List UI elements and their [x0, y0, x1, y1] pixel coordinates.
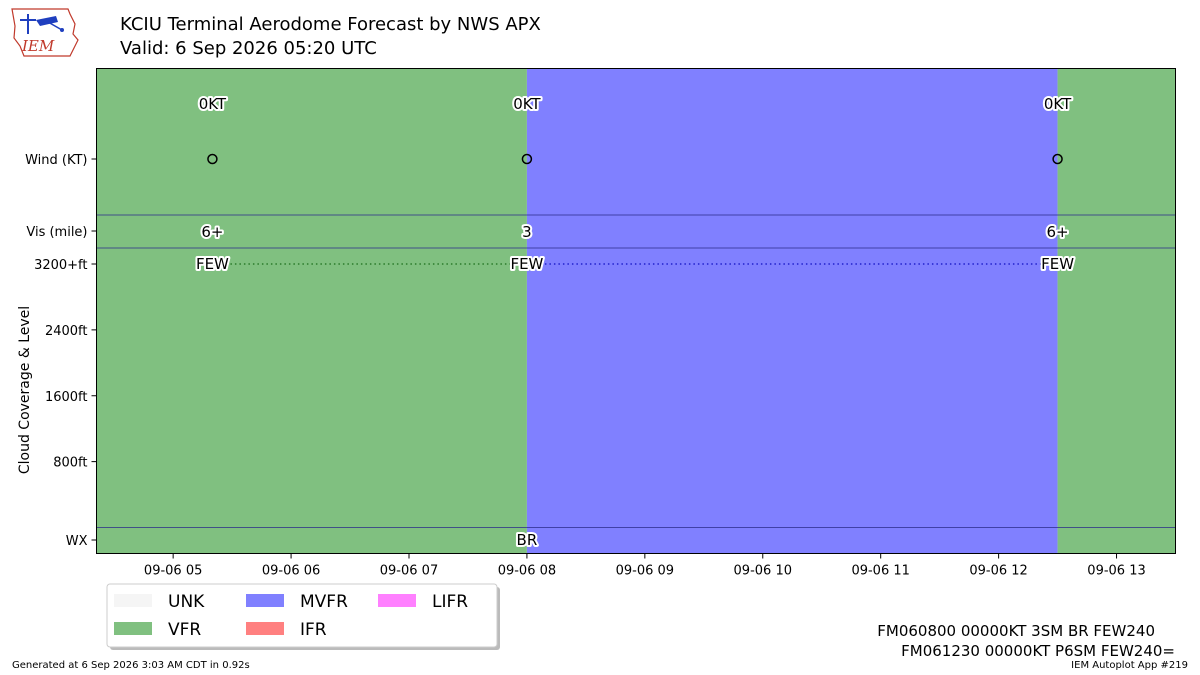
chart-subtitle: Valid: 6 Sep 2026 05:20 UTC [120, 38, 377, 59]
legend-swatch-vfr [114, 622, 152, 635]
x-tick-label-8: 09-06 13 [1087, 564, 1145, 579]
calm-wind-circle-2 [1052, 153, 1063, 165]
cloud-tick-label-2: 2400ft [45, 324, 88, 339]
legend-label-mvfr: MVFR [300, 592, 348, 612]
cloud-label-2: FEW [1041, 255, 1074, 273]
x-tick-label-6: 09-06 11 [851, 564, 909, 579]
x-tick-label-3: 09-06 08 [498, 564, 556, 579]
row-label-wx: WX [66, 534, 88, 549]
plot-frame [96, 68, 1176, 554]
vis-label-2: 6+ [1047, 223, 1069, 241]
x-tick-label-5: 09-06 10 [734, 564, 792, 579]
x-tick-label-4: 09-06 09 [616, 564, 674, 579]
legend-swatch-mvfr [246, 594, 284, 607]
vis-label-0: 6+ [201, 223, 223, 241]
calm-wind-circle-1 [521, 153, 533, 165]
x-tick-label-2: 09-06 07 [380, 564, 438, 579]
app-note: IEM Autoplot App #219 [1071, 660, 1188, 671]
row-label-wind: Wind (KT) [25, 153, 87, 168]
logo-text: IEM [21, 37, 55, 55]
wx-label-1: BR [517, 531, 538, 549]
x-tick-label-0: 09-06 05 [144, 564, 202, 579]
legend-label-lifr: LIFR [432, 592, 468, 612]
generated-note: Generated at 6 Sep 2026 3:03 AM CDT in 0… [12, 660, 250, 671]
category-band-vfr-0 [96, 68, 527, 554]
vis-label-1: 3 [522, 223, 532, 241]
cloud-axis-label: Cloud Coverage & Level [17, 306, 33, 474]
legend-swatch-unk [114, 594, 152, 607]
legend-label-vfr: VFR [168, 620, 201, 640]
legend-swatch-lifr [378, 594, 416, 607]
iem-logo: IEM [11, 8, 79, 57]
calm-wind-circle-0 [207, 153, 218, 165]
taf-line-1: FM060800 00000KT 3SM BR FEW240 [877, 622, 1155, 640]
wind-label-2: 0KT [1044, 95, 1072, 113]
legend-label-ifr: IFR [300, 620, 327, 640]
weather-station-icon [20, 14, 64, 34]
taf-line-2: FM061230 00000KT P6SM FEW240= [901, 642, 1175, 660]
cloud-label-1: FEW [510, 255, 543, 273]
row-label-vis: Vis (mile) [26, 225, 87, 240]
cloud-tick-label-0: 800ft [53, 456, 87, 471]
wind-label-0: 0KT [199, 95, 227, 113]
category-bands [96, 68, 1176, 554]
legend: UNK VFR MVFR IFR LIFR [106, 583, 500, 650]
x-tick-label-1: 09-06 06 [262, 564, 320, 579]
category-band-vfr-2 [1057, 68, 1176, 554]
wind-label-1: 0KT [513, 95, 541, 113]
legend-label-unk: UNK [168, 592, 205, 612]
cloud-tick-label-3: 3200+ft [34, 258, 87, 273]
x-axis: 09-06 05 09-06 06 09-06 07 09-06 08 09-06 09… [144, 553, 1146, 579]
row-dividers [96, 214, 1176, 528]
cloud-tick-label-1: 1600ft [45, 390, 88, 405]
legend-swatch-ifr [246, 622, 284, 635]
forecast-marks: 0KT 6+ FEW 0KT 3 FEW BR 0KT 6+ FEW [194, 93, 1076, 551]
category-band-mvfr-1 [526, 68, 1058, 554]
cloud-label-0: FEW [196, 255, 229, 273]
y-axis: Wind (KT) Vis (mile) WX 800ft 1600ft 2400ft 32… [17, 153, 97, 549]
chart-title: KCIU Terminal Aerodome Forecast by NWS A… [120, 14, 541, 35]
x-tick-label-7: 09-06 12 [969, 564, 1027, 579]
